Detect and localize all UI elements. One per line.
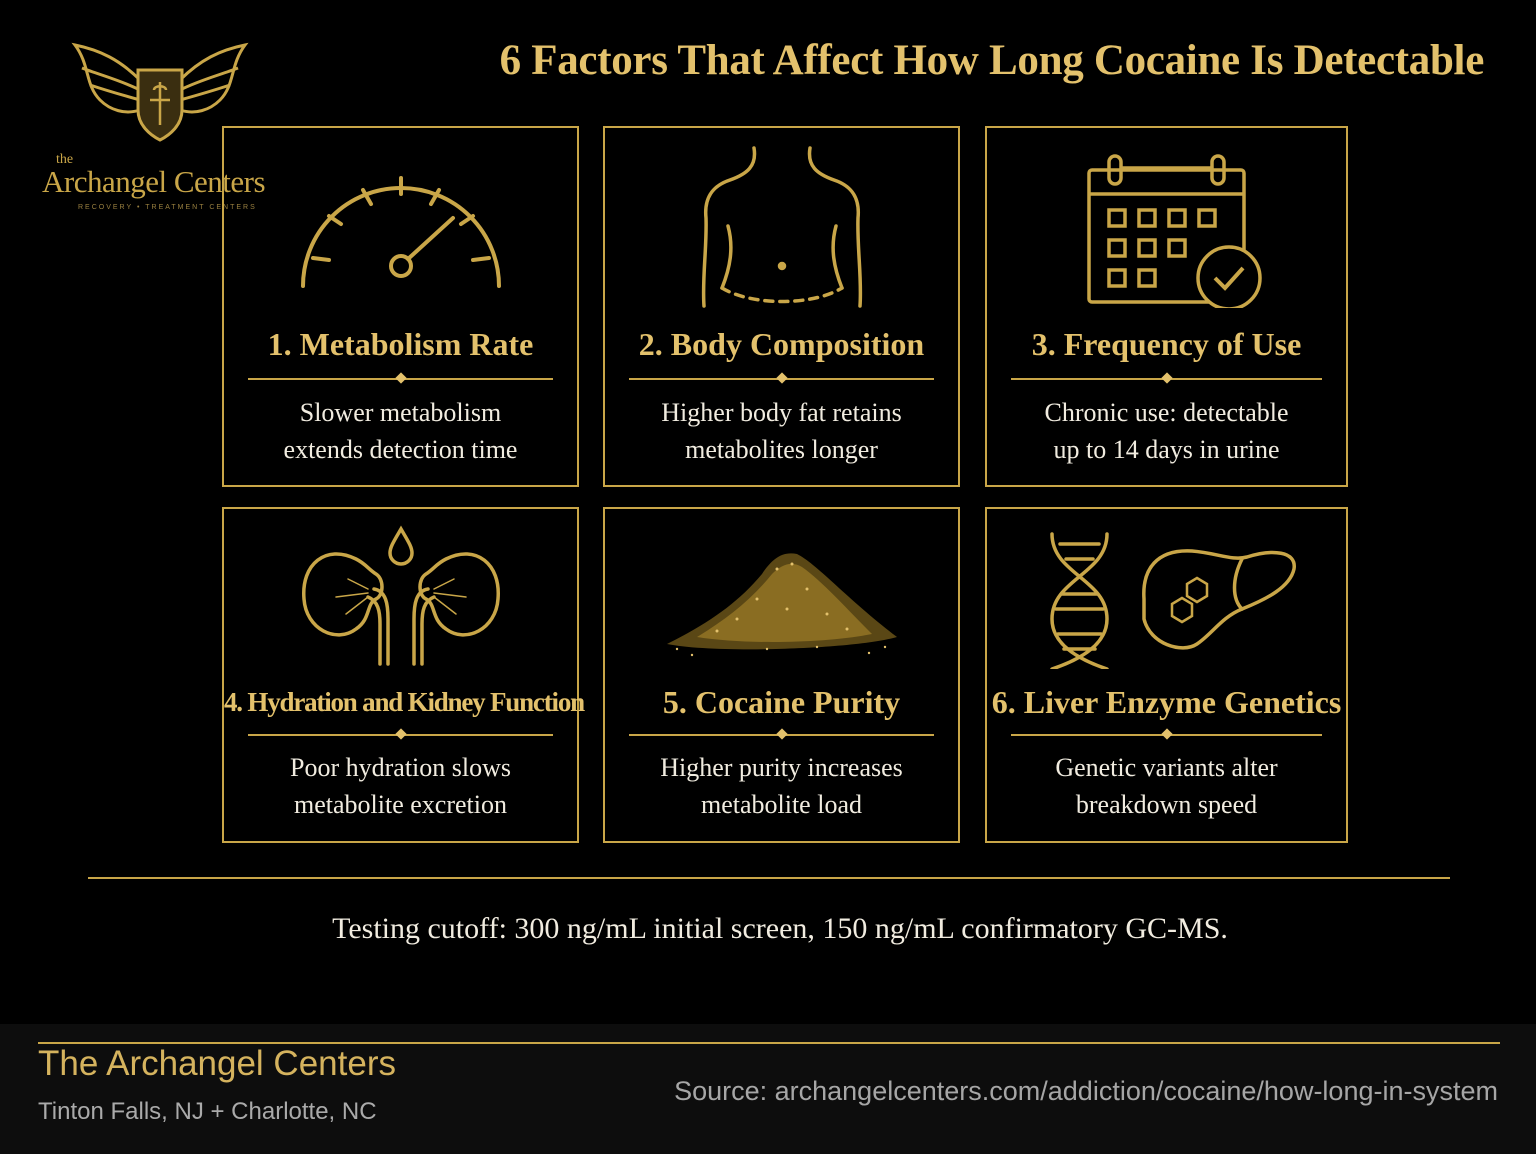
factor-desc-line: extends detection time [283, 435, 518, 464]
factor-desc-line: breakdown speed [1075, 790, 1258, 819]
factor-description: Chronic use: detectable up to 14 days in… [987, 394, 1346, 468]
factor-desc-line: metabolite load [700, 790, 862, 819]
factor-desc-line: Poor hydration slows [290, 753, 511, 782]
divider [629, 372, 934, 384]
divider [629, 728, 934, 740]
divider [1011, 728, 1322, 740]
divider [248, 728, 553, 740]
winged-shield-icon [71, 42, 249, 142]
factor-desc-line: Higher body fat retains [661, 398, 902, 427]
divider [1011, 372, 1322, 384]
archangel-logo: the Archangel Centers RECOVERY • TREATME… [30, 40, 290, 220]
footer: The Archangel Centers Tinton Falls, NJ +… [0, 1024, 1536, 1154]
factor-card-body-composition: 2. Body Composition Higher body fat reta… [603, 126, 960, 487]
page-title: 6 Factors That Affect How Long Cocaine I… [499, 37, 1485, 84]
kidneys-icon [224, 519, 577, 699]
factor-title: 6. Liver Enzyme Genetics [991, 684, 1342, 720]
powder-pile-icon [605, 519, 958, 699]
factor-description: Slower metabolism extends detection time [224, 394, 577, 468]
calendar-check-icon [987, 138, 1346, 318]
factor-card-metabolism: 1. Metabolism Rate Slower metabolism ext… [222, 126, 579, 487]
factor-desc-line: metabolites longer [685, 435, 878, 464]
footer-divider [38, 1042, 1500, 1044]
logo-tagline: RECOVERY • TREATMENT CENTERS [78, 204, 257, 211]
factor-title: 5. Cocaine Purity [662, 684, 901, 720]
factor-desc-line: Genetic variants alter [1055, 753, 1278, 782]
logo-the-text: the [56, 152, 74, 167]
factor-desc-line: Chronic use: detectable [1044, 398, 1289, 427]
factor-title: 1. Metabolism Rate [267, 326, 534, 362]
footer-source-link[interactable]: Source: archangelcenters.com/addiction/c… [674, 1076, 1498, 1106]
factor-card-hydration: 4. Hydration and Kidney Function Poor hy… [222, 507, 585, 843]
factor-card-liver-genetics: 6. Liver Enzyme Genetics Genetic variant… [985, 507, 1348, 843]
factor-desc-line: up to 14 days in urine [1053, 435, 1280, 464]
body-torso-icon [605, 138, 958, 318]
factor-description: Higher purity increases metabolite load [605, 749, 958, 823]
factor-desc-line: metabolite excretion [294, 790, 507, 819]
factor-card-purity: 5. Cocaine Purity Higher purity increase… [603, 507, 960, 843]
dna-liver-icon [987, 519, 1346, 699]
factor-desc-line: Slower metabolism [299, 398, 502, 427]
factor-description: Poor hydration slows metabolite excretio… [224, 749, 577, 823]
section-divider [88, 877, 1450, 879]
footer-location: Tinton Falls, NJ + Charlotte, NC [38, 1098, 377, 1125]
speedometer-icon [224, 138, 577, 318]
factor-title: 2. Body Composition [638, 326, 925, 362]
factor-desc-line: Higher purity increases [660, 753, 903, 782]
factor-description: Genetic variants alter breakdown speed [987, 749, 1346, 823]
footer-org-name: The Archangel Centers [38, 1044, 396, 1083]
factor-description: Higher body fat retains metabolites long… [605, 394, 958, 468]
divider [248, 372, 553, 384]
factor-title: 4. Hydration and Kidney Function [224, 687, 585, 717]
factor-title: 3. Frequency of Use [1031, 326, 1302, 362]
logo-name-text: Archangel Centers [42, 164, 266, 199]
factor-card-frequency: 3. Frequency of Use Chronic use: detecta… [985, 126, 1348, 487]
testing-cutoff-note: Testing cutoff: 300 ng/mL initial screen… [332, 912, 1228, 945]
